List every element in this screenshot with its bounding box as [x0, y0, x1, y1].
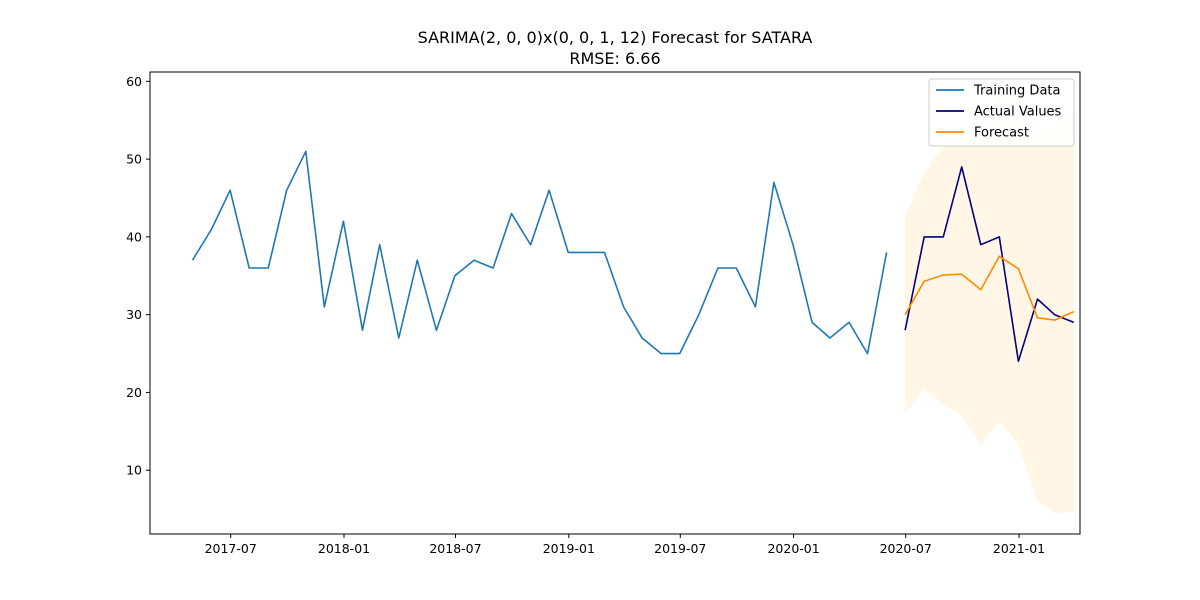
data-point-training-data [229, 189, 232, 192]
data-point-training-data [435, 329, 438, 332]
data-point-training-data [716, 267, 719, 270]
data-point-training-data [304, 150, 307, 153]
data-point-training-data [473, 259, 476, 262]
confidence-interval-band [905, 91, 1074, 514]
legend-box [928, 78, 1075, 147]
data-point-training-data [866, 352, 869, 355]
x-tick-label: 2017-07 [205, 541, 257, 556]
data-point-actual-values [942, 235, 945, 238]
x-tick-label: 2020-01 [767, 541, 819, 556]
data-point-training-data [567, 251, 570, 254]
series-line-training-data [191, 150, 888, 355]
series-line-forecast [904, 255, 1075, 321]
data-point-training-data [285, 189, 288, 192]
chart-subtitle: RMSE: 6.66 [569, 49, 660, 68]
x-tick-label: 2021-01 [993, 541, 1045, 556]
data-point-training-data [248, 267, 251, 270]
data-point-actual-values [1072, 321, 1075, 324]
data-point-training-data [548, 189, 551, 192]
data-point-training-data [622, 305, 625, 308]
legend: Training Data Actual Values Forecast [928, 78, 1075, 147]
data-point-training-data [267, 267, 270, 270]
data-point-forecast [979, 288, 982, 291]
legend-label: Actual Values [974, 105, 1062, 120]
data-point-training-data [342, 220, 345, 223]
x-tick-label: 2020-07 [880, 541, 932, 556]
data-point-actual-values [960, 165, 963, 168]
plot-frame [149, 71, 1081, 535]
data-point-training-data [323, 305, 326, 308]
plot-area [191, 91, 1075, 514]
data-point-training-data [603, 251, 606, 254]
data-point-actual-values [1053, 313, 1056, 316]
data-point-training-data [735, 267, 738, 270]
data-point-training-data [792, 243, 795, 246]
chart-title: SARIMA(2, 0, 0)x(0, 0, 1, 12) Forecast f… [418, 28, 813, 47]
data-point-forecast [1017, 267, 1020, 270]
data-point-forecast [1036, 316, 1039, 319]
y-tick-label: 10 [126, 463, 142, 478]
x-axis: 2017-07 2018-01 2018-07 2019-01 2019-07 2020-… [205, 534, 1045, 556]
y-axis: 10 20 30 40 50 60 [126, 74, 150, 478]
data-point-forecast [923, 280, 926, 283]
x-tick-label: 2018-01 [318, 541, 370, 556]
data-point-training-data [361, 329, 364, 332]
data-point-training-data [453, 274, 456, 277]
data-point-training-data [885, 251, 888, 254]
data-point-training-data [378, 243, 381, 246]
data-point-training-data [210, 228, 213, 231]
data-point-forecast [1053, 319, 1056, 322]
data-point-training-data [397, 337, 400, 340]
legend-label: Training Data [973, 84, 1060, 99]
x-tick-label: 2019-01 [543, 541, 595, 556]
y-tick-label: 20 [126, 385, 142, 400]
y-tick-label: 60 [126, 74, 142, 89]
data-point-training-data [416, 259, 419, 262]
data-point-training-data [848, 321, 851, 324]
data-point-forecast [942, 274, 945, 277]
data-point-actual-values [1036, 298, 1039, 301]
data-point-training-data [678, 352, 681, 355]
y-tick-label: 30 [126, 307, 142, 322]
data-point-actual-values [904, 329, 907, 332]
data-point-forecast [1072, 310, 1075, 313]
data-point-training-data [772, 181, 775, 184]
x-tick-label: 2019-07 [654, 541, 706, 556]
data-point-training-data [191, 259, 194, 262]
data-point-forecast [904, 313, 907, 316]
data-point-training-data [492, 267, 495, 270]
data-point-actual-values [979, 243, 982, 246]
legend-label: Forecast [974, 126, 1029, 141]
data-point-training-data [660, 352, 663, 355]
data-point-training-data [510, 212, 513, 215]
series-line-actual-values [904, 166, 1075, 363]
y-tick-label: 40 [126, 229, 142, 244]
data-point-training-data [586, 251, 589, 254]
data-point-training-data [828, 337, 831, 340]
data-point-actual-values [998, 235, 1001, 238]
data-point-training-data [811, 321, 814, 324]
data-point-forecast [998, 255, 1001, 258]
data-point-training-data [529, 243, 532, 246]
data-point-forecast [960, 273, 963, 276]
data-point-training-data [754, 305, 757, 308]
x-tick-label: 2018-07 [429, 541, 481, 556]
data-point-actual-values [923, 235, 926, 238]
data-point-training-data [641, 337, 644, 340]
data-point-training-data [697, 313, 700, 316]
data-point-actual-values [1017, 360, 1020, 363]
y-tick-label: 50 [126, 152, 142, 167]
